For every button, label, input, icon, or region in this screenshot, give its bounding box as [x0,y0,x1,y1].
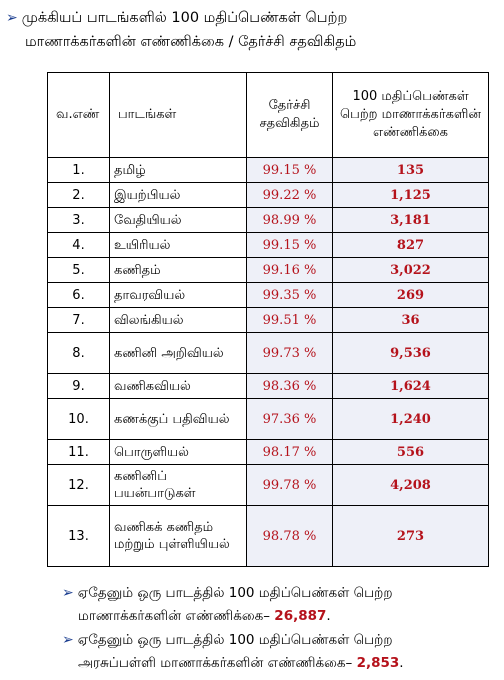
row-pass-percent: 99.35 % [246,282,333,308]
row-centum-count: 269 [332,282,489,308]
page-heading: ➢ முக்கியப் பாடங்களில் 100 மதிப்பெண்கள் ப… [6,6,498,54]
row-subject: கணிதம் [109,257,247,283]
note-text: மாணாக்கர்களின் எண்ணிக்கை– [78,608,270,624]
note-value: 2,853 [356,655,400,671]
row-subject: கணினி அறிவியல் [109,332,247,374]
note-line-1: ➢ ஏதேனும் ஒரு பாடத்தில் 100 மதிப்பெண்கள் … [62,582,498,605]
row-subject: விலங்கியல் [109,307,247,333]
row-centum-count: 36 [332,307,489,333]
row-sno: 10. [47,398,110,440]
row-subject: உயிரியல் [109,232,247,258]
row-sno: 6. [47,282,110,308]
row-sno: 7. [47,307,110,333]
header-sno: வ.எண் [47,72,110,158]
row-subject: பொருளியல் [109,439,247,465]
row-centum-count: 1,624 [332,373,489,399]
row-centum-count: 135 [332,157,489,183]
row-centum-count: 556 [332,439,489,465]
table-row: 6. தாவரவியல் 99.35 % 269 [47,282,489,308]
note-text: ஏதேனும் ஒரு பாடத்தில் 100 மதிப்பெண்கள் ப… [77,585,393,601]
table-row: 13. வணிகக் கணிதம் மற்றும் புள்ளியியல் 98… [47,505,489,567]
row-sno: 1. [47,157,110,183]
table-row: 9. வணிகவியல் 98.36 % 1,624 [47,373,489,399]
header-pass-percent: தேர்ச்சி சதவிகிதம் [246,72,333,158]
arrow-bullet-icon: ➢ [62,585,74,601]
row-centum-count: 273 [332,505,489,567]
row-subject: வேதியியல் [109,207,247,233]
row-sno: 8. [47,332,110,374]
table-header-row: வ.எண் பாடங்கள் தேர்ச்சி சதவிகிதம் 100 மத… [47,72,489,158]
table-row: 2. இயற்பியல் 99.22 % 1,125 [47,182,489,208]
note-end: . [326,608,331,624]
header-subject: பாடங்கள் [109,72,247,158]
row-subject: வணிகக் கணிதம் மற்றும் புள்ளியியல் [109,505,247,567]
note-line-2: மாணாக்கர்களின் எண்ணிக்கை– 26,887. [62,605,498,628]
row-centum-count: 1,125 [332,182,489,208]
row-sno: 9. [47,373,110,399]
heading-text-1: முக்கியப் பாடங்களில் 100 மதிப்பெண்கள் பெ… [21,10,348,26]
table-row: 10. கணக்குப் பதிவியல் 97.36 % 1,240 [47,398,489,440]
row-pass-percent: 98.78 % [246,505,333,567]
row-sno: 13. [47,505,110,567]
table-row: 3. வேதியியல் 98.99 % 3,181 [47,207,489,233]
row-subject: கணினிப் பயன்பாடுகள் [109,464,247,506]
row-pass-percent: 99.51 % [246,307,333,333]
row-subject: தமிழ் [109,157,247,183]
header-centum-count: 100 மதிப்பெண்கள் பெற்ற மாணாக்கர்களின் எண… [332,72,489,158]
arrow-bullet-icon: ➢ [6,10,18,26]
row-pass-percent: 98.36 % [246,373,333,399]
row-centum-count: 4,208 [332,464,489,506]
row-pass-percent: 99.78 % [246,464,333,506]
table-row: 11. பொருளியல் 98.17 % 556 [47,439,489,465]
heading-line-1: ➢ முக்கியப் பாடங்களில் 100 மதிப்பெண்கள் ப… [6,6,498,30]
note-total-centum: ➢ ஏதேனும் ஒரு பாடத்தில் 100 மதிப்பெண்கள் … [62,582,498,628]
note-govt-school-centum: ➢ ஏதேனும் ஒரு பாடத்தில் 100 மதிப்பெண்கள் … [62,629,498,675]
row-pass-percent: 99.22 % [246,182,333,208]
notes-section: ➢ ஏதேனும் ஒரு பாடத்தில் 100 மதிப்பெண்கள் … [62,582,498,676]
centum-table: வ.எண் பாடங்கள் தேர்ச்சி சதவிகிதம் 100 மத… [47,72,489,567]
note-end: . [399,655,404,671]
row-centum-count: 827 [332,232,489,258]
row-pass-percent: 98.99 % [246,207,333,233]
heading-line-2: மாணாக்கர்களின் எண்ணிக்கை / தேர்ச்சி சதவி… [25,34,357,50]
row-pass-percent: 97.36 % [246,398,333,440]
row-sno: 12. [47,464,110,506]
row-subject: வணிகவியல் [109,373,247,399]
row-centum-count: 3,022 [332,257,489,283]
table-row: 1. தமிழ் 99.15 % 135 [47,157,489,183]
row-pass-percent: 99.16 % [246,257,333,283]
row-centum-count: 9,536 [332,332,489,374]
row-subject: கணக்குப் பதிவியல் [109,398,247,440]
note-text: ஏதேனும் ஒரு பாடத்தில் 100 மதிப்பெண்கள் ப… [77,632,393,648]
row-pass-percent: 99.15 % [246,157,333,183]
row-sno: 4. [47,232,110,258]
table-row: 12. கணினிப் பயன்பாடுகள் 99.78 % 4,208 [47,464,489,506]
table-row: 8. கணினி அறிவியல் 99.73 % 9,536 [47,332,489,374]
row-sno: 2. [47,182,110,208]
row-centum-count: 1,240 [332,398,489,440]
row-sno: 11. [47,439,110,465]
note-text: அரசுப்பள்ளி மாணாக்கர்களின் எண்ணிக்கை– [78,655,353,671]
row-pass-percent: 99.15 % [246,232,333,258]
row-pass-percent: 99.73 % [246,332,333,374]
note-line-1: ➢ ஏதேனும் ஒரு பாடத்தில் 100 மதிப்பெண்கள் … [62,629,498,652]
row-centum-count: 3,181 [332,207,489,233]
table-row: 4. உயிரியல் 99.15 % 827 [47,232,489,258]
row-subject: தாவரவியல் [109,282,247,308]
row-sno: 3. [47,207,110,233]
note-line-2: அரசுப்பள்ளி மாணாக்கர்களின் எண்ணிக்கை– 2,… [62,652,498,675]
row-pass-percent: 98.17 % [246,439,333,465]
row-subject: இயற்பியல் [109,182,247,208]
arrow-bullet-icon: ➢ [62,632,74,648]
table-row: 5. கணிதம் 99.16 % 3,022 [47,257,489,283]
row-sno: 5. [47,257,110,283]
note-value: 26,887 [274,608,327,624]
table-row: 7. விலங்கியல் 99.51 % 36 [47,307,489,333]
